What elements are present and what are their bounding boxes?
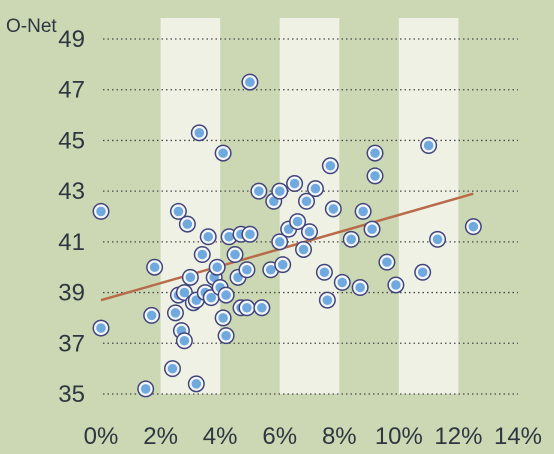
y-tick-label: 45 — [58, 127, 85, 154]
y-tick-label: 39 — [58, 280, 85, 307]
data-point — [321, 157, 339, 175]
data-point — [315, 263, 333, 281]
data-point — [289, 213, 307, 231]
data-point — [354, 202, 372, 220]
data-point — [250, 182, 268, 200]
y-axis-ticks: 35 37 39 41 43 45 47 49 — [58, 26, 85, 408]
x-tick-label: 2% — [143, 423, 178, 450]
x-tick-label: 4% — [203, 423, 238, 450]
data-point — [271, 233, 289, 251]
data-point — [166, 304, 184, 322]
data-point — [199, 228, 217, 246]
y-tick-label: 43 — [58, 178, 85, 205]
data-point — [366, 144, 384, 162]
data-point — [226, 246, 244, 264]
data-point — [286, 175, 304, 193]
x-tick-label: 10% — [375, 423, 423, 450]
data-point — [214, 309, 232, 327]
data-point — [143, 306, 161, 324]
x-tick-label: 12% — [434, 423, 482, 450]
trend-line-group — [100, 192, 474, 302]
data-point — [169, 202, 187, 220]
data-point — [146, 258, 164, 276]
data-point — [366, 167, 384, 185]
data-point — [333, 273, 351, 291]
data-point — [178, 215, 196, 233]
data-point — [274, 256, 292, 274]
data-point — [464, 218, 482, 236]
y-tick-label: 47 — [58, 77, 85, 104]
data-point — [253, 299, 271, 317]
data-point — [429, 230, 447, 248]
trend-line — [100, 192, 474, 302]
data-point — [378, 253, 396, 271]
data-point — [181, 268, 199, 286]
y-tick-label: 49 — [58, 26, 85, 53]
data-point — [306, 180, 324, 198]
data-point — [351, 279, 369, 296]
data-point — [324, 200, 342, 218]
x-tick-label: 6% — [262, 423, 297, 450]
data-point — [238, 299, 256, 317]
x-tick-label: 8% — [322, 423, 357, 450]
data-point — [92, 202, 110, 220]
data-point — [318, 291, 336, 309]
y-tick-label: 41 — [58, 229, 85, 256]
data-point — [92, 319, 110, 337]
data-point — [217, 286, 235, 304]
data-point — [241, 225, 259, 243]
data-point — [238, 261, 256, 279]
y-tick-label: 37 — [58, 330, 85, 357]
data-point — [217, 327, 235, 345]
data-point — [262, 261, 280, 279]
y-tick-label: 35 — [58, 381, 85, 408]
data-point — [208, 258, 226, 276]
data-point — [298, 192, 316, 210]
x-tick-label: 14% — [494, 423, 542, 450]
data-point — [271, 182, 289, 200]
x-axis-ticks: 0% 2% 4% 6% 8% 10% 12% 14% — [84, 423, 542, 450]
data-point — [420, 137, 438, 154]
data-points — [92, 73, 482, 398]
data-point — [187, 375, 205, 393]
data-point — [214, 144, 232, 162]
data-point — [295, 240, 313, 258]
x-tick-label: 0% — [84, 423, 119, 450]
data-point — [163, 360, 181, 378]
data-point — [387, 276, 405, 294]
data-point — [342, 230, 360, 248]
data-point — [241, 73, 259, 91]
background-band — [160, 18, 221, 394]
data-point — [175, 332, 193, 350]
data-point — [193, 246, 211, 264]
data-point — [137, 380, 155, 398]
data-point — [301, 223, 318, 241]
data-point — [414, 263, 432, 281]
y-axis-label: O-Net — [6, 16, 57, 37]
data-point — [190, 124, 208, 142]
data-point — [363, 220, 381, 238]
